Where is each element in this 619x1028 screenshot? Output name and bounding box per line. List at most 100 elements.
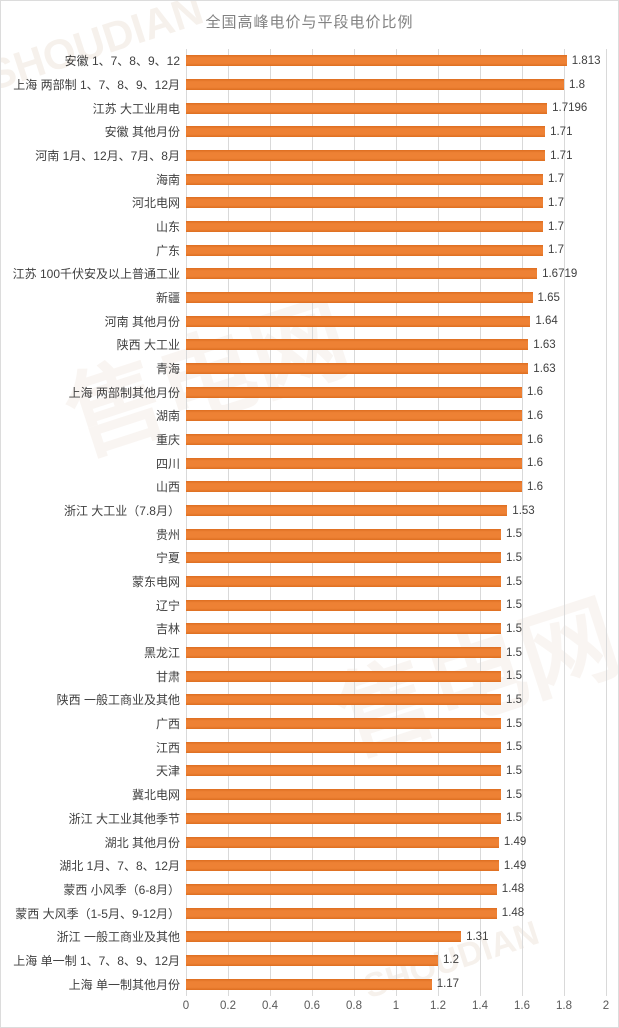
category-label: 山东 [155, 220, 180, 235]
bar-row: 上海 单一制其他月份 1.17 [1, 972, 618, 996]
bar [186, 789, 501, 801]
x-axis-tick-label: 0.2 [220, 1000, 236, 1012]
bar [186, 978, 432, 990]
bar [186, 812, 501, 824]
bar-row: 天津 1.5 [1, 759, 618, 783]
bar-row: 湖北 其他月份 1.49 [1, 830, 618, 854]
bar-row: 山东 1.7 [1, 215, 618, 239]
bar-row: 广西 1.5 [1, 712, 618, 736]
category-label: 冀北电网 [131, 788, 180, 803]
x-axis-tick-label: 0.4 [262, 1000, 278, 1012]
value-label: 1.5 [506, 528, 522, 541]
bar [186, 860, 499, 872]
value-label: 1.7196 [552, 102, 588, 115]
x-axis-tick-label: 1.6 [514, 1000, 530, 1012]
bar [186, 457, 522, 469]
bar [186, 836, 499, 848]
category-label: 陕西 一般工商业及其他 [56, 693, 180, 708]
bar-row: 吉林 1.5 [1, 617, 618, 641]
value-label: 1.64 [535, 315, 558, 328]
bar [186, 765, 501, 777]
value-label: 1.48 [501, 907, 525, 920]
bar-row: 蒙东电网 1.5 [1, 570, 618, 594]
value-label: 1.8 [569, 78, 585, 91]
bar-row: 河北电网 1.7 [1, 191, 618, 215]
value-label: 1.53 [512, 504, 535, 517]
bar-row: 浙江 一般工商业及其他 1.31 [1, 925, 618, 949]
value-label: 1.5 [506, 551, 522, 564]
bar-rows: 安徽 1、7、8、9、12 1.813 上海 两部制 1、7、8、9、12月 1.8 江… [1, 49, 618, 996]
category-label: 四川 [155, 456, 180, 471]
value-label: 1.5 [506, 717, 522, 730]
category-label: 广东 [155, 243, 180, 258]
bar [186, 339, 529, 351]
bar-row: 青海 1.63 [1, 357, 618, 381]
bar-row: 湖南 1.6 [1, 404, 618, 428]
category-label: 新疆 [155, 291, 180, 306]
value-label: 1.6 [527, 433, 543, 446]
value-label: 1.6 [527, 386, 543, 399]
category-label: 浙江 大工业其他季节 [68, 811, 180, 826]
gridline [606, 49, 607, 996]
bar-row: 浙江 大工业其他季节 1.5 [1, 807, 618, 831]
value-label: 1.71 [550, 149, 573, 162]
category-label: 蒙东电网 [131, 575, 180, 590]
bar-row: 贵州 1.5 [1, 522, 618, 546]
value-label: 1.813 [571, 54, 601, 67]
value-label: 1.17 [436, 978, 460, 991]
category-label: 广西 [155, 717, 180, 732]
bar-row: 江苏 100千伏安及以上普通工业 1.6719 [1, 262, 618, 286]
bar [186, 718, 501, 730]
category-label: 黑龙江 [143, 646, 180, 661]
category-label: 陕西 大工业 [116, 338, 180, 353]
bar [186, 102, 548, 114]
value-label: 1.48 [501, 883, 525, 896]
bar [186, 647, 501, 659]
category-label: 河南 其他月份 [104, 314, 180, 329]
bar-row: 河南 其他月份 1.64 [1, 309, 618, 333]
value-label: 1.7 [548, 244, 564, 257]
bar-row: 广东 1.7 [1, 238, 618, 262]
chart-title: 全国高峰电价与平段电价比例 [205, 15, 414, 31]
value-label: 1.31 [466, 930, 489, 943]
gridline [438, 49, 439, 996]
bar-row: 海南 1.7 [1, 167, 618, 191]
category-label: 贵州 [155, 527, 180, 542]
bar-row: 冀北电网 1.5 [1, 783, 618, 807]
gridline [396, 49, 397, 996]
bar [186, 552, 501, 564]
bar [186, 883, 497, 895]
value-label: 1.63 [533, 338, 556, 351]
value-label: 1.5 [506, 741, 522, 754]
category-label: 上海 两部制其他月份 [68, 385, 180, 400]
category-label: 上海 单一制 1、7、8、9、12月 [13, 953, 180, 968]
bar-row: 江苏 大工业用电 1.7196 [1, 96, 618, 120]
category-label: 蒙西 大风季（1-5月、9-12月） [15, 906, 180, 921]
bar [186, 481, 522, 493]
value-label: 1.63 [533, 362, 556, 375]
bar [186, 244, 543, 256]
category-label: 安徽 其他月份 [104, 125, 180, 140]
category-label: 山西 [155, 480, 180, 495]
bar-row: 新疆 1.65 [1, 286, 618, 310]
gridline [270, 49, 271, 996]
bar-row: 辽宁 1.5 [1, 593, 618, 617]
value-label: 1.7 [548, 220, 564, 233]
bar-row: 上海 单一制 1、7、8、9、12月 1.2 [1, 949, 618, 973]
x-axis-tick-label: 1.8 [556, 1000, 572, 1012]
x-axis-tick-label: 0.6 [304, 1000, 320, 1012]
bar [186, 150, 546, 162]
x-axis-tick-label: 1 [392, 1000, 400, 1012]
category-label: 安徽 1、7、8、9、12 [64, 54, 180, 69]
bar [186, 954, 438, 966]
bar [186, 528, 501, 540]
bar-row: 安徽 其他月份 1.71 [1, 120, 618, 144]
bar-row: 陕西 一般工商业及其他 1.5 [1, 688, 618, 712]
category-label: 蒙西 小风季（6-8月） [63, 882, 180, 897]
value-label: 1.71 [550, 125, 573, 138]
plot-area [186, 49, 607, 996]
bar-row: 重庆 1.6 [1, 428, 618, 452]
gridline [228, 49, 229, 996]
category-label: 浙江 大工业（7.8月） [63, 504, 180, 519]
bar-row: 上海 两部制其他月份 1.6 [1, 380, 618, 404]
